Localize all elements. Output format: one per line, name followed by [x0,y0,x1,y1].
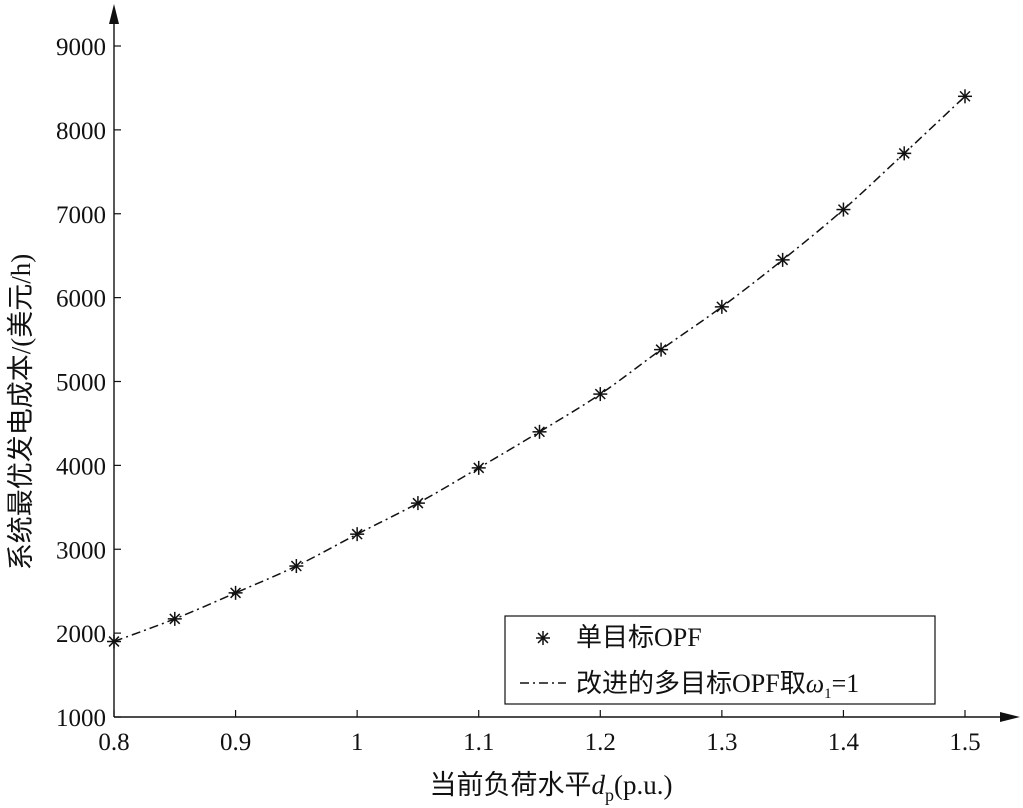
data-point-marker [410,496,425,511]
series-line-group [113,95,966,643]
y-tick-label: 1000 [56,705,106,732]
x-tick-label: 0.9 [220,729,251,756]
x-axis-title-suffix: (p.u.) [614,770,672,800]
data-point-marker [532,424,547,439]
legend-box [504,615,936,705]
y-tick-label: 5000 [56,370,106,397]
y-tick-label: 2000 [56,621,106,648]
x-axis-title-var: d [592,770,606,800]
data-point-marker [167,611,182,626]
y-tick-label: 9000 [56,34,106,61]
data-point-marker [836,202,851,217]
y-tick-label: 8000 [56,118,106,145]
data-point-marker [654,342,669,357]
data-point-marker [107,634,121,649]
data-point-marker [593,387,608,402]
x-tick-label: 1.1 [463,729,494,756]
legend-asterisk-icon [536,631,550,645]
x-tick-label: 0.8 [98,729,129,756]
series-line-multi-objective [113,95,966,643]
x-axis-title: 当前负荷水平dp(p.u.) [430,770,673,805]
data-point-marker [958,89,972,104]
x-tick-label: 1 [351,729,364,756]
x-tick-label: 1.4 [828,729,860,756]
data-point-marker [897,146,912,161]
series-marker-group [107,89,972,649]
data-point-marker [714,299,729,314]
x-axis-arrow-icon [1000,712,1020,722]
data-point-marker [350,527,365,542]
data-point-marker [471,460,486,475]
legend: 单目标OPF 改进的多目标OPF取ω1=1 [504,615,936,705]
y-axis-title: 系统最优发电成本/(美元/h) [6,254,36,571]
axes [109,4,1020,722]
x-axis-title-prefix: 当前负荷水平 [430,770,592,800]
y-tick-label: 3000 [56,537,106,564]
y-tick-label: 7000 [56,202,106,229]
legend-marker-asterisk [536,631,550,645]
legend-omega-suffix: =1 [832,669,860,698]
legend-omega-sub: 1 [824,686,832,702]
x-tick-label: 1.3 [706,729,737,756]
data-point-marker [775,252,790,267]
legend-label-multi-objective-text: 改进的多目标OPF取 [576,669,806,698]
tick-group: 0.8 0.9 1 1.1 1.2 1.3 1.4 1.5 1000 2000 3000 4000 50… [56,34,981,756]
legend-label-single-objective: 单目标OPF [576,623,702,652]
x-tick-label: 1.2 [585,729,616,756]
legend-label-multi-objective: 改进的多目标OPF取ω1=1 [576,669,859,702]
data-point-marker [228,585,243,600]
y-tick-label: 6000 [56,286,106,313]
y-tick-label: 4000 [56,453,106,480]
legend-omega: ω [806,669,824,698]
x-tick-label: 1.5 [949,729,980,756]
data-point-marker [289,559,304,574]
y-axis-arrow-icon [109,4,119,24]
x-axis-title-sub: p [605,785,614,805]
